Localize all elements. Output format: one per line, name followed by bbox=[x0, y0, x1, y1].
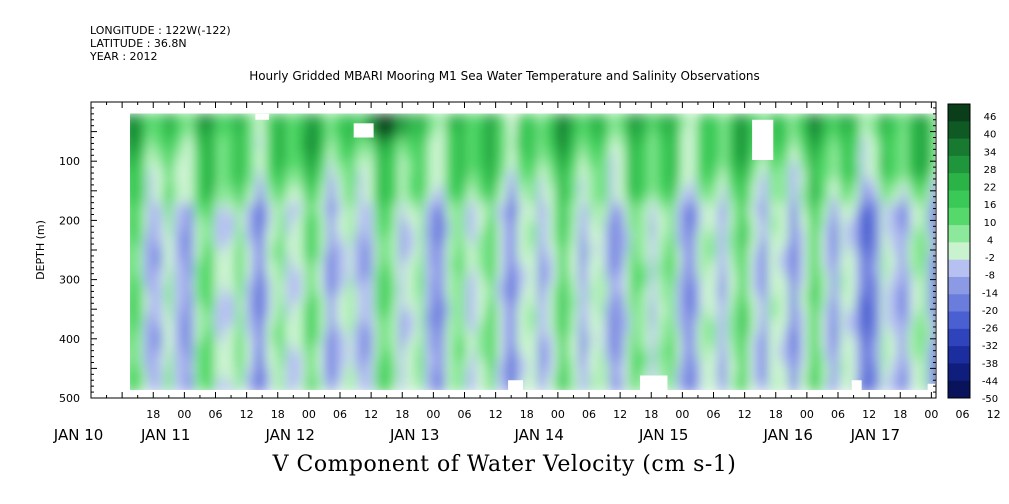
colorbar-swatch bbox=[948, 104, 970, 122]
colorbar-label: -2 bbox=[985, 253, 995, 264]
colorbar: 46 40 34 28 22 16 10 4 -2 -8 -14 -20 -26 -32 -38 -44 -50 bbox=[947, 103, 998, 405]
colorbar-label: -38 bbox=[982, 359, 998, 370]
colorbar-label: -50 bbox=[982, 394, 998, 405]
x-axis-title: V Component of Water Velocity (cm s-1) bbox=[272, 452, 737, 477]
x-day-label: JAN 11 bbox=[140, 426, 191, 444]
colorbar-swatch bbox=[948, 259, 970, 278]
x-hour-tick-labels: 18 00 06 12 18 00 06 12 18 00 06 12 18 00 06 12 18 00 06 12… bbox=[146, 408, 1001, 421]
x-hour-label: 12 bbox=[862, 408, 876, 421]
x-hour-label: 06 bbox=[582, 408, 596, 421]
missing-data-patches bbox=[255, 113, 962, 394]
y-tick-label: 400 bbox=[59, 333, 80, 346]
colorbar-label: 16 bbox=[984, 200, 997, 211]
x-day-label: JAN 15 bbox=[638, 426, 689, 444]
colorbar-label: 46 bbox=[984, 112, 997, 123]
colorbar-label: 28 bbox=[984, 165, 997, 176]
x-hour-label: 18 bbox=[893, 408, 907, 421]
y-axis-title: DEPTH (m) bbox=[34, 220, 47, 280]
x-day-label: JAN 14 bbox=[513, 426, 564, 444]
x-hour-label: 00 bbox=[924, 408, 938, 421]
x-hour-label: 12 bbox=[364, 408, 378, 421]
colorbar-swatch bbox=[948, 294, 970, 313]
colorbar-label: 22 bbox=[984, 183, 997, 194]
colorbar-label: 34 bbox=[984, 147, 997, 158]
x-hour-label: 18 bbox=[395, 408, 409, 421]
x-day-label: JAN 17 bbox=[850, 426, 901, 444]
x-hour-label: 00 bbox=[800, 408, 814, 421]
year-label: YEAR : 2012 bbox=[90, 50, 158, 63]
colorbar-swatch bbox=[948, 173, 970, 191]
colorbar-label: -26 bbox=[982, 324, 998, 335]
colorbar-label: -8 bbox=[985, 271, 995, 282]
x-day-labels: JAN 10 JAN 11 JAN 12 JAN 13 JAN 14 JAN 15 JAN … bbox=[53, 426, 900, 444]
x-hour-label: 12 bbox=[240, 408, 254, 421]
x-hour-label: 06 bbox=[707, 408, 721, 421]
x-hour-label: 18 bbox=[769, 408, 783, 421]
x-hour-label: 00 bbox=[302, 408, 316, 421]
colorbar-swatch bbox=[948, 225, 970, 243]
colorbar-label: 10 bbox=[984, 218, 997, 229]
x-hour-label: 06 bbox=[956, 408, 970, 421]
x-hour-label: 12 bbox=[987, 408, 1001, 421]
x-hour-label: 18 bbox=[644, 408, 658, 421]
x-hour-label: 00 bbox=[675, 408, 689, 421]
colorbar-label: -44 bbox=[982, 376, 998, 387]
colorbar-swatch bbox=[948, 242, 970, 261]
x-hour-label: 00 bbox=[177, 408, 191, 421]
longitude-label: LONGITUDE : 122W(-122) bbox=[90, 24, 231, 37]
y-tick-label: 300 bbox=[59, 274, 80, 287]
x-day-label: JAN 13 bbox=[389, 426, 440, 444]
x-day-label: JAN 12 bbox=[264, 426, 315, 444]
colorbar-label: -20 bbox=[982, 306, 998, 317]
heatmap-field bbox=[130, 113, 935, 390]
latitude-label: LATITUDE : 36.8N bbox=[90, 37, 187, 50]
y-tick-label: 200 bbox=[59, 214, 80, 227]
x-day-label: JAN 16 bbox=[762, 426, 813, 444]
colorbar-swatch bbox=[948, 380, 970, 399]
x-day-label: JAN 10 bbox=[53, 426, 104, 444]
colorbar-swatch bbox=[948, 276, 970, 295]
x-hour-label: 06 bbox=[333, 408, 347, 421]
colorbar-swatch bbox=[948, 207, 970, 226]
colorbar-swatch bbox=[948, 138, 970, 157]
axis-ticks bbox=[90, 101, 936, 399]
y-tick-label: 100 bbox=[59, 155, 80, 168]
colorbar-swatch bbox=[948, 328, 970, 347]
x-hour-label: 18 bbox=[146, 408, 160, 421]
colorbar-swatch bbox=[948, 363, 970, 382]
colorbar-swatch bbox=[948, 155, 970, 174]
colorbar-swatch bbox=[948, 311, 970, 330]
x-hour-label: 12 bbox=[489, 408, 503, 421]
x-hour-label: 12 bbox=[738, 408, 752, 421]
y-tick-label: 500 bbox=[59, 392, 80, 405]
x-hour-label: 18 bbox=[520, 408, 534, 421]
colorbar-label: 40 bbox=[984, 130, 997, 141]
x-hour-label: 00 bbox=[551, 408, 565, 421]
x-hour-label: 06 bbox=[209, 408, 223, 421]
x-hour-label: 06 bbox=[831, 408, 845, 421]
x-hour-label: 12 bbox=[613, 408, 627, 421]
x-hour-label: 06 bbox=[458, 408, 472, 421]
colorbar-label: -14 bbox=[982, 288, 998, 299]
x-hour-label: 18 bbox=[271, 408, 285, 421]
colorbar-label: 4 bbox=[987, 235, 993, 246]
colorbar-swatch bbox=[948, 121, 970, 140]
x-hour-label: 00 bbox=[426, 408, 440, 421]
y-tick-labels: 100 200 300 400 500 bbox=[59, 155, 80, 405]
colorbar-swatch bbox=[948, 346, 970, 364]
colorbar-label: -32 bbox=[982, 341, 998, 352]
colorbar-swatch bbox=[948, 190, 970, 209]
chart-title: Hourly Gridded MBARI Mooring M1 Sea Wate… bbox=[249, 69, 760, 83]
